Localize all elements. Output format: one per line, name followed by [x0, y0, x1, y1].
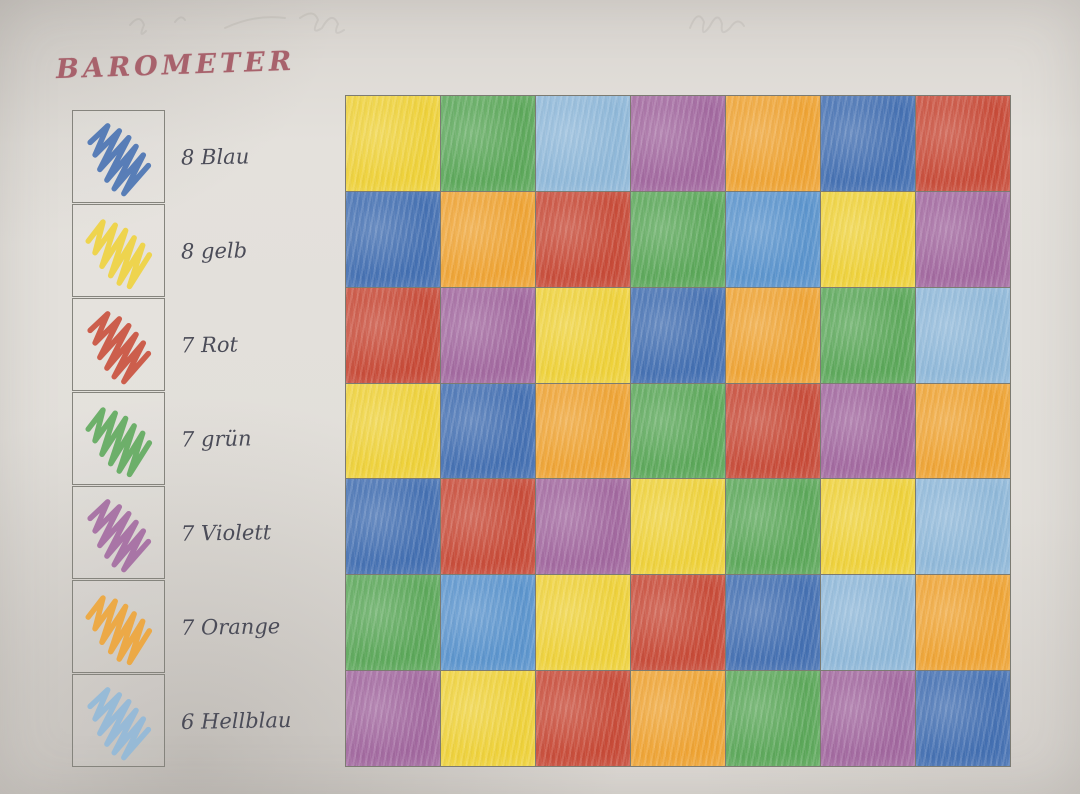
grid-cell [441, 479, 535, 575]
grid-cell [346, 287, 440, 383]
grid-cell [916, 191, 1010, 287]
grid-cell [821, 575, 915, 671]
grid-cell [726, 575, 820, 671]
orange-scribble-icon [84, 594, 152, 665]
grid-cell [346, 383, 440, 479]
legend-swatch-box [72, 580, 165, 673]
grid-cell [346, 671, 440, 766]
grid-cell [726, 287, 820, 383]
grid-cell [631, 671, 725, 766]
faint-pencil-marks [129, 12, 745, 35]
legend-swatch-box [72, 110, 165, 203]
grid-cell [441, 383, 535, 479]
legend-swatch-box [72, 674, 165, 767]
color-tally-legend: 8 Blau 8 gelb 7 Rot 7 grün 7 Violett 7 Orange… [72, 110, 292, 768]
grid-cell [821, 479, 915, 575]
legend-item-violett: 7 Violett [72, 486, 291, 580]
grid-cell [821, 287, 915, 383]
grid-cell [536, 191, 630, 287]
legend-label: 7 Violett [180, 520, 272, 546]
grid-cell [346, 575, 440, 671]
grid-cell [821, 191, 915, 287]
grid-cell [631, 287, 725, 383]
grid-cell [726, 479, 820, 575]
grid-cell [536, 479, 630, 575]
legend-swatch-box [72, 204, 165, 297]
legend-item-hellblau: 6 Hellblau [72, 674, 292, 768]
grid-cell [536, 287, 630, 383]
grid-cell [916, 383, 1010, 479]
grid-cell [536, 96, 630, 191]
grid-cell [536, 575, 630, 671]
grid-cell [536, 383, 630, 479]
legend-label: 6 Hellblau [180, 708, 292, 734]
grid-cell [441, 671, 535, 766]
grid-cell [916, 671, 1010, 766]
grid-cell [536, 671, 630, 766]
grid-cell [726, 96, 820, 191]
legend-label: 7 Rot [180, 332, 239, 358]
grid-cell [631, 96, 725, 191]
color-grid [345, 95, 1011, 767]
grid-cell [916, 479, 1010, 575]
grid-cell [631, 479, 725, 575]
legend-label: 7 Orange [180, 614, 281, 640]
grid-cell [916, 287, 1010, 383]
legend-swatch-box [72, 298, 165, 391]
legend-label: 8 Blau [180, 144, 250, 170]
legend-item-rot: 7 Rot [72, 298, 291, 392]
grid-cell [916, 575, 1010, 671]
legend-item-gelb: 8 gelb [72, 204, 291, 298]
grid-cell [441, 287, 535, 383]
grid-cell [346, 479, 440, 575]
grid-cell [821, 383, 915, 479]
legend-item-blau: 8 Blau [72, 110, 291, 204]
grid-cell [631, 383, 725, 479]
legend-label: 7 grün [180, 426, 252, 452]
grid-cell [346, 96, 440, 191]
violett-scribble-icon [86, 498, 151, 572]
legend-swatch-box [72, 486, 165, 579]
grid-cell [631, 191, 725, 287]
hellblau-scribble-icon [86, 686, 151, 760]
legend-swatch-box [72, 392, 165, 485]
gelb-scribble-icon [84, 218, 152, 289]
legend-item-gruen: 7 grün [72, 392, 291, 486]
grid-cell [821, 671, 915, 766]
grid-cell [441, 575, 535, 671]
grid-cell [631, 575, 725, 671]
grid-cell [726, 671, 820, 766]
rot-scribble-icon [86, 310, 151, 384]
grid-cell [441, 191, 535, 287]
grid-cell [821, 96, 915, 191]
grid-cell [726, 383, 820, 479]
gruen-scribble-icon [84, 406, 152, 477]
grid-cell [726, 191, 820, 287]
grid-cell [346, 191, 440, 287]
blau-scribble-icon [86, 122, 151, 196]
legend-label: 8 gelb [180, 238, 248, 264]
grid-cell [441, 96, 535, 191]
legend-item-orange: 7 Orange [72, 580, 291, 674]
grid-cell [916, 96, 1010, 191]
